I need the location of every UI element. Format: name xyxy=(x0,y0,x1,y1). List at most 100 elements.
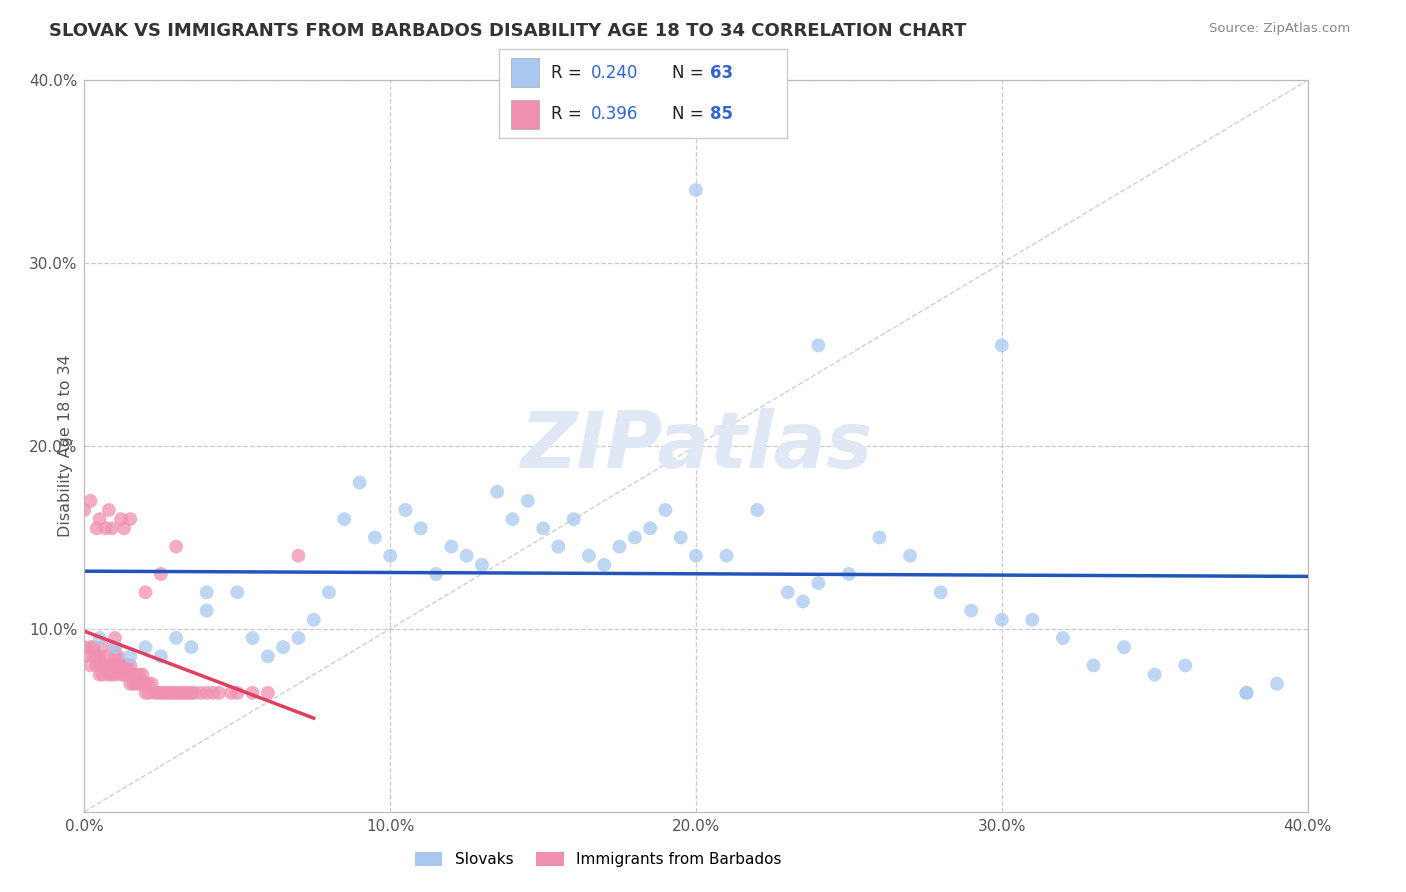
Point xyxy=(180,640,202,655)
Point xyxy=(73,649,96,664)
Point xyxy=(135,640,157,655)
Point xyxy=(226,585,249,599)
Point xyxy=(94,658,117,673)
Point xyxy=(165,540,187,554)
Point xyxy=(128,676,150,690)
Text: 0.396: 0.396 xyxy=(592,105,638,123)
Point xyxy=(177,686,200,700)
Point xyxy=(593,558,616,572)
Point xyxy=(318,585,340,599)
Point xyxy=(135,686,157,700)
Point xyxy=(115,658,138,673)
Point xyxy=(141,676,163,690)
Point xyxy=(960,603,983,617)
Point xyxy=(91,658,114,673)
Point xyxy=(73,640,96,655)
Point xyxy=(107,658,129,673)
Point xyxy=(79,494,101,508)
Point xyxy=(1236,686,1258,700)
Point xyxy=(120,658,142,673)
Point xyxy=(104,631,127,645)
Point xyxy=(112,521,135,535)
Point xyxy=(747,503,769,517)
Point xyxy=(776,585,799,599)
Point xyxy=(115,667,138,681)
Point xyxy=(97,667,120,681)
Point xyxy=(174,686,197,700)
Point xyxy=(86,521,108,535)
Point xyxy=(138,676,160,690)
Point xyxy=(624,530,647,544)
Text: ZIPatlas: ZIPatlas xyxy=(520,408,872,484)
Point xyxy=(180,686,202,700)
Point xyxy=(456,549,478,563)
Point xyxy=(208,686,231,700)
Point xyxy=(110,667,132,681)
Point xyxy=(94,521,117,535)
Point xyxy=(79,640,101,655)
Point xyxy=(89,649,111,664)
Point xyxy=(219,686,242,700)
Point xyxy=(146,686,169,700)
Legend: Slovaks, Immigrants from Barbados: Slovaks, Immigrants from Barbados xyxy=(409,847,787,873)
Point xyxy=(149,686,172,700)
FancyBboxPatch shape xyxy=(510,100,540,129)
Point xyxy=(302,613,325,627)
Point xyxy=(991,613,1014,627)
Point xyxy=(128,667,150,681)
Point xyxy=(120,649,142,664)
Point xyxy=(669,530,692,544)
Point xyxy=(120,676,142,690)
Point xyxy=(110,658,132,673)
Point xyxy=(91,667,114,681)
Point xyxy=(409,521,432,535)
Point xyxy=(807,576,830,591)
Point xyxy=(486,484,509,499)
Point xyxy=(122,667,145,681)
Point xyxy=(1265,676,1288,690)
Point xyxy=(156,686,179,700)
Point xyxy=(440,540,463,554)
Point xyxy=(165,686,187,700)
Point xyxy=(638,521,661,535)
Point xyxy=(578,549,600,563)
Point xyxy=(287,631,309,645)
Point xyxy=(104,667,127,681)
Point xyxy=(425,567,447,582)
Point xyxy=(165,631,187,645)
Point xyxy=(869,530,891,544)
Point xyxy=(195,603,218,617)
Point xyxy=(807,338,830,352)
Point xyxy=(172,686,194,700)
Point xyxy=(685,183,707,197)
Point xyxy=(122,676,145,690)
Point xyxy=(149,649,172,664)
FancyBboxPatch shape xyxy=(510,58,540,87)
Point xyxy=(1236,686,1258,700)
Point xyxy=(91,640,114,655)
Point xyxy=(226,686,249,700)
Point xyxy=(94,649,117,664)
Text: SLOVAK VS IMMIGRANTS FROM BARBADOS DISABILITY AGE 18 TO 34 CORRELATION CHART: SLOVAK VS IMMIGRANTS FROM BARBADOS DISAB… xyxy=(49,22,966,40)
Point xyxy=(716,549,738,563)
Point xyxy=(257,649,280,664)
Point xyxy=(562,512,585,526)
Point xyxy=(131,676,153,690)
Point xyxy=(242,686,264,700)
Point xyxy=(83,649,105,664)
Point xyxy=(991,338,1014,352)
Point xyxy=(125,667,148,681)
Text: 85: 85 xyxy=(710,105,733,123)
Point xyxy=(135,585,157,599)
Point xyxy=(112,667,135,681)
Point xyxy=(1114,640,1136,655)
Point xyxy=(1174,658,1197,673)
Point xyxy=(654,503,676,517)
Point xyxy=(838,567,860,582)
Point xyxy=(516,494,538,508)
Point xyxy=(287,549,309,563)
Point xyxy=(153,686,176,700)
Point xyxy=(104,649,127,664)
Point xyxy=(195,585,218,599)
Point xyxy=(159,686,181,700)
